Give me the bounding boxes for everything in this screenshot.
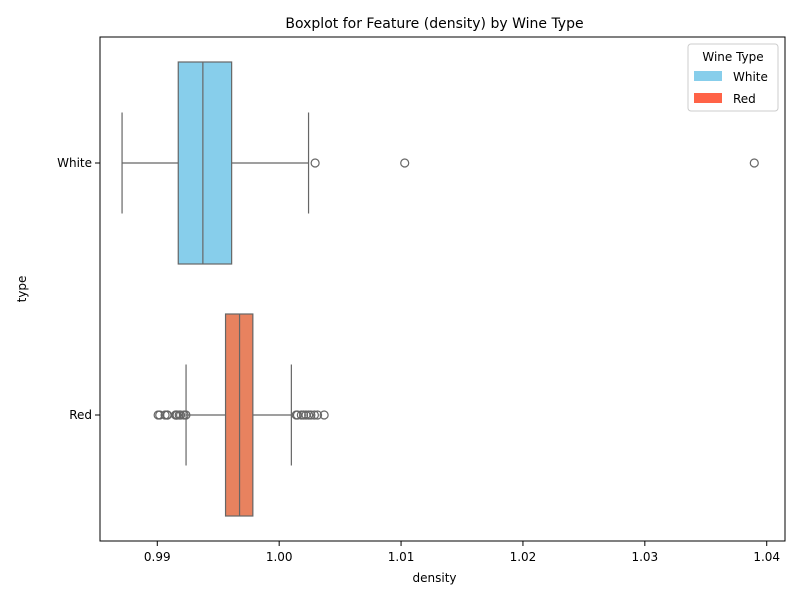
y-axis-label: type [15, 276, 29, 303]
legend-swatch-white [694, 71, 722, 81]
red-outlier-point [319, 410, 329, 420]
plot-frame [99, 36, 786, 542]
x-tick-label: 0.99 [144, 550, 171, 564]
legend-label-white: White [733, 70, 768, 84]
red-outlier-point [312, 410, 323, 420]
white-box [177, 61, 233, 265]
x-tick-label: 1.01 [388, 550, 415, 564]
x-tick-label: 1.04 [753, 550, 780, 564]
legend-swatch-red [694, 93, 722, 103]
red-outlier-point [175, 410, 186, 420]
x-tick-label: 1.00 [266, 550, 293, 564]
y-tick-label: White [57, 156, 92, 170]
y-tick-label: Red [69, 408, 92, 422]
chart-title: Boxplot for Feature (density) by Wine Ty… [285, 16, 583, 32]
white-outlier-point [400, 158, 410, 168]
x-axis-label: density [413, 571, 457, 585]
x-tick-label: 1.02 [510, 550, 537, 564]
x-tick-label: 1.03 [631, 550, 658, 564]
white-outlier-point [749, 158, 759, 168]
plot-area: 0.99 1.00 1.01 1.02 1.03 1.04 White Red [57, 36, 786, 564]
legend: Wine Type White Red [687, 43, 779, 112]
legend-label-red: Red [733, 92, 756, 106]
red-outlier-point [181, 410, 191, 420]
red-outlier-point [298, 410, 309, 420]
white-outlier-point [310, 158, 320, 168]
red-outlier-point [309, 410, 319, 420]
red-outlier-point [306, 410, 316, 420]
legend-title: Wine Type [702, 50, 763, 64]
